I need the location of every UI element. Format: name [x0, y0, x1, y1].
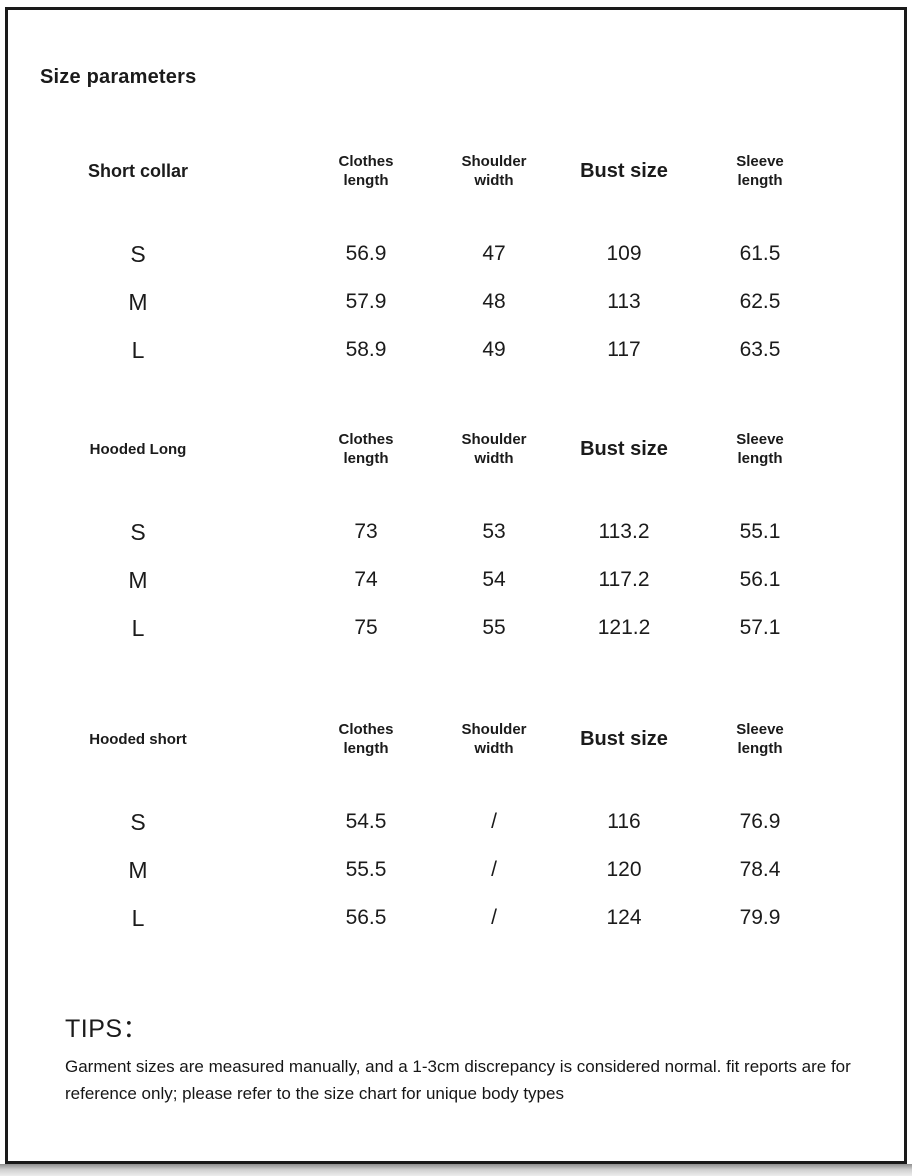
value-shoulder-width: 49	[482, 338, 506, 361]
table-header-row: Hooded short Clothes length Shoulder wid…	[8, 713, 904, 765]
value-clothes-length: 58.9	[345, 338, 387, 361]
size-label: L	[131, 904, 145, 931]
table-header-row: Hooded Long Clothes length Shoulder widt…	[8, 423, 904, 475]
value-shoulder-width: /	[491, 858, 497, 881]
value-clothes-length: 56.5	[345, 906, 387, 929]
value-sleeve-length: 78.4	[739, 858, 781, 881]
table-row: M 74 54 117.2 56.1	[8, 556, 904, 604]
value-sleeve-length: 56.1	[739, 568, 781, 591]
value-clothes-length: 74	[354, 568, 378, 591]
table-name: Short collar	[87, 160, 189, 181]
size-table-hooded-short: Hooded short Clothes length Shoulder wid…	[8, 713, 904, 942]
table-row: S 73 53 113.2 55.1	[8, 508, 904, 556]
size-chart-page: Size parameters Short collar Clothes len…	[8, 10, 904, 1107]
size-label: L	[131, 336, 145, 363]
table-body: S 56.9 47 109 61.5 M 57.9 48 113 62.5 L …	[8, 230, 904, 374]
table-row: M 57.9 48 113 62.5	[8, 278, 904, 326]
value-sleeve-length: 63.5	[739, 338, 781, 361]
value-sleeve-length: 62.5	[739, 290, 781, 313]
value-shoulder-width: /	[491, 810, 497, 833]
value-clothes-length: 57.9	[345, 290, 387, 313]
column-header-sleeve-length: Sleeve length	[736, 431, 784, 467]
value-shoulder-width: 47	[482, 242, 506, 265]
column-header-shoulder-width: Shoulder width	[461, 721, 527, 757]
value-clothes-length: 56.9	[345, 242, 387, 265]
value-shoulder-width: 55	[482, 616, 506, 639]
value-sleeve-length: 79.9	[739, 906, 781, 929]
value-clothes-length: 75	[354, 616, 378, 639]
column-header-sleeve-length: Sleeve length	[736, 153, 784, 189]
value-clothes-length: 73	[354, 520, 378, 543]
value-bust-size: 113.2	[598, 520, 650, 543]
size-label: S	[130, 808, 146, 835]
table-row: M 55.5 / 120 78.4	[8, 846, 904, 894]
value-bust-size: 124	[606, 906, 642, 929]
size-label: S	[130, 240, 146, 267]
value-shoulder-width: 53	[482, 520, 506, 543]
value-shoulder-width: 48	[482, 290, 506, 313]
value-bust-size: 109	[606, 242, 642, 265]
table-body: S 54.5 / 116 76.9 M 55.5 / 120 78.4 L 56…	[8, 798, 904, 942]
value-bust-size: 116	[607, 810, 641, 833]
value-bust-size: 120	[606, 858, 642, 881]
size-label: M	[128, 288, 148, 315]
size-label: M	[128, 566, 148, 593]
column-header-shoulder-width: Shoulder width	[461, 431, 527, 467]
size-label: S	[130, 518, 146, 545]
value-bust-size: 117	[607, 338, 641, 361]
table-row: L 56.5 / 124 79.9	[8, 894, 904, 942]
table-name: Hooded Long	[89, 440, 187, 458]
table-row: L 58.9 49 117 63.5	[8, 326, 904, 374]
value-shoulder-width: /	[491, 906, 497, 929]
column-header-clothes-length: Clothes length	[338, 431, 394, 467]
value-bust-size: 113	[607, 290, 641, 313]
value-clothes-length: 55.5	[345, 858, 387, 881]
value-bust-size: 121.2	[597, 616, 651, 639]
page-frame	[5, 7, 907, 1164]
table-body: S 73 53 113.2 55.1 M 74 54 117.2 56.1 L …	[8, 508, 904, 652]
value-bust-size: 117.2	[598, 568, 650, 591]
tips-body: Garment sizes are measured manually, and…	[65, 1057, 851, 1103]
column-header-clothes-length: Clothes length	[338, 153, 394, 189]
tips-heading: TIPS：	[65, 1015, 149, 1043]
table-row: S 54.5 / 116 76.9	[8, 798, 904, 846]
page-title: Size parameters	[40, 66, 197, 88]
column-header-clothes-length: Clothes length	[338, 721, 394, 757]
column-header-shoulder-width: Shoulder width	[461, 153, 527, 189]
bottom-edge-shadow	[0, 1164, 912, 1176]
size-table-hooded-long: Hooded Long Clothes length Shoulder widt…	[8, 423, 904, 652]
column-header-sleeve-length: Sleeve length	[736, 721, 784, 757]
column-header-bust-size: Bust size	[580, 437, 668, 460]
table-header-row: Short collar Clothes length Shoulder wid…	[8, 145, 904, 197]
value-sleeve-length: 57.1	[739, 616, 781, 639]
table-name: Hooded short	[89, 730, 187, 748]
value-sleeve-length: 61.5	[739, 242, 781, 265]
value-sleeve-length: 55.1	[739, 520, 781, 543]
size-label: M	[128, 856, 148, 883]
size-label: L	[131, 614, 145, 641]
column-header-bust-size: Bust size	[580, 159, 668, 182]
table-row: L 75 55 121.2 57.1	[8, 604, 904, 652]
value-shoulder-width: 54	[482, 568, 506, 591]
column-header-bust-size: Bust size	[580, 727, 668, 750]
tips-section: TIPS： Garment sizes are measured manuall…	[65, 1009, 904, 1107]
table-row: S 56.9 47 109 61.5	[8, 230, 904, 278]
value-clothes-length: 54.5	[345, 810, 387, 833]
size-table-short-collar: Short collar Clothes length Shoulder wid…	[8, 145, 904, 374]
value-sleeve-length: 76.9	[739, 810, 781, 833]
